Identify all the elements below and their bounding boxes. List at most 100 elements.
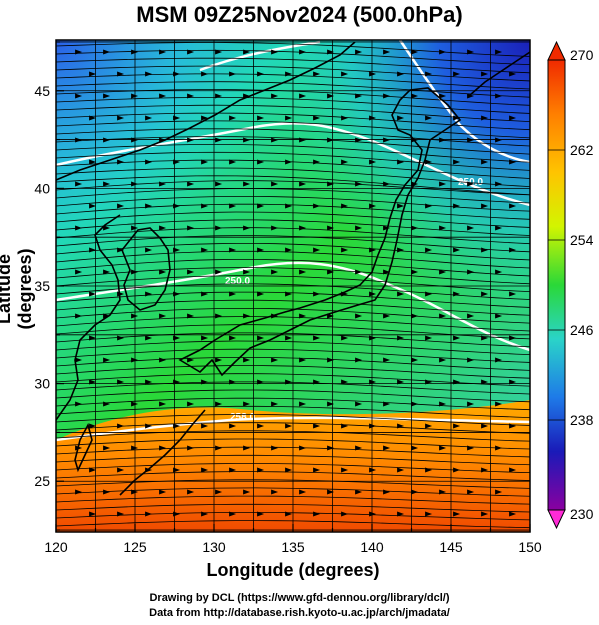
flow-arrow	[299, 489, 307, 495]
flow-arrow	[481, 291, 489, 297]
streamline	[56, 151, 530, 171]
flow-arrow	[243, 49, 251, 55]
flow-arrow	[89, 71, 97, 77]
flow-arrow	[271, 181, 279, 187]
flow-arrow	[411, 489, 419, 495]
flow-arrow	[439, 269, 447, 275]
colorbar-scale	[547, 59, 566, 511]
flow-arrow	[201, 247, 209, 253]
y-tick-label: 35	[34, 278, 50, 294]
flow-arrow	[257, 335, 265, 341]
flow-arrow	[341, 115, 349, 121]
flow-arrow	[383, 93, 391, 99]
flow-arrow	[383, 225, 391, 231]
flow-arrow	[411, 49, 419, 55]
flow-arrow	[187, 357, 195, 363]
flow-arrow	[369, 335, 377, 341]
chart-title: MSM 09Z25Nov2024 (500.0hPa)	[136, 2, 463, 27]
flow-arrow	[411, 93, 419, 99]
flow-arrow	[103, 137, 111, 143]
streamline	[56, 446, 530, 458]
coastline-taiwan	[74, 422, 93, 473]
flow-arrow	[299, 445, 307, 451]
flow-arrow	[495, 181, 503, 187]
streamline	[56, 128, 530, 147]
flow-arrow	[369, 291, 377, 297]
x-tick-label: 140	[360, 539, 384, 555]
flow-arrow	[355, 269, 363, 275]
flow-arrow	[397, 467, 405, 473]
flow-arrow	[187, 269, 195, 275]
flow-arrow	[453, 71, 461, 77]
flow-arrow	[355, 401, 363, 407]
flow-arrow	[103, 489, 111, 495]
flow-arrow	[215, 489, 223, 495]
flow-arrow	[397, 247, 405, 253]
contour-line	[56, 416, 530, 442]
flow-arrow	[103, 93, 111, 99]
x-tick-label: 130	[202, 539, 226, 555]
streamline	[56, 479, 530, 489]
streamline	[56, 348, 530, 363]
streamline	[56, 365, 530, 379]
flow-arrow	[229, 291, 237, 297]
flow-arrow	[257, 71, 265, 77]
streamline	[56, 243, 530, 261]
flow-arrow	[495, 269, 503, 275]
flow-arrow	[425, 159, 433, 165]
flow-arrow	[145, 247, 153, 253]
flow-arrow	[313, 159, 321, 165]
flow-arrow	[117, 467, 125, 473]
flow-arrow	[313, 335, 321, 341]
streamline	[56, 219, 530, 236]
flow-arrow	[439, 401, 447, 407]
streamline	[56, 275, 530, 293]
colorbar-tick-label: 262	[570, 142, 594, 158]
flow-arrow	[201, 511, 209, 517]
flow-arrow	[327, 489, 335, 495]
flow-arrow	[89, 467, 97, 473]
flow-arrow	[243, 225, 251, 231]
flow-arrow	[159, 93, 167, 99]
streamline	[56, 259, 530, 277]
flow-arrow	[369, 203, 377, 209]
flow-arrow	[159, 357, 167, 363]
flow-arrow	[201, 467, 209, 473]
flow-arrow	[243, 137, 251, 143]
flow-arrow	[201, 203, 209, 209]
flow-arrow	[509, 159, 517, 165]
flow-arrow	[453, 247, 461, 253]
flow-arrow	[229, 115, 237, 121]
flow-arrow	[411, 225, 419, 231]
flow-arrow	[481, 423, 489, 429]
flow-arrow	[229, 335, 237, 341]
streamline	[56, 430, 530, 442]
flow-arrow	[75, 357, 83, 363]
flow-arrow	[495, 137, 503, 143]
flow-arrow	[103, 49, 111, 55]
flow-arrow	[271, 269, 279, 275]
streamline	[56, 57, 530, 74]
coastline-korea	[121, 227, 171, 311]
flow-arrow	[327, 357, 335, 363]
flow-arrow	[145, 115, 153, 121]
flow-arrow	[229, 247, 237, 253]
flow-arrow	[313, 511, 321, 517]
flow-arrow	[89, 247, 97, 253]
flow-arrow	[215, 445, 223, 451]
flow-arrow	[229, 159, 237, 165]
flow-arrow	[495, 401, 503, 407]
flow-arrow	[453, 203, 461, 209]
flow-arrow	[467, 137, 475, 143]
flow-arrow	[145, 159, 153, 165]
flow-arrow	[341, 159, 349, 165]
flow-arrow	[495, 445, 503, 451]
flow-arrow	[131, 357, 139, 363]
flow-arrow	[89, 203, 97, 209]
flow-arrow	[187, 181, 195, 187]
flow-arrow	[411, 401, 419, 407]
streamline	[56, 414, 530, 426]
flow-arrow	[313, 467, 321, 473]
flow-arrow	[369, 467, 377, 473]
